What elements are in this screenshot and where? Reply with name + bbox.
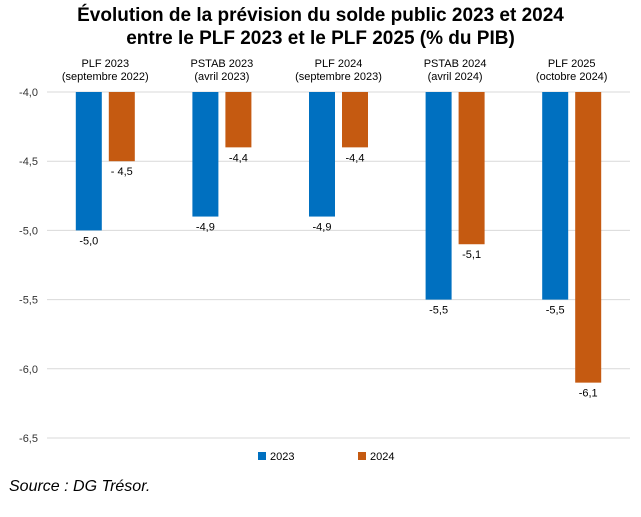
category-sublabel: (avril 2023) — [194, 71, 249, 83]
bar-2024 — [225, 92, 252, 148]
legend-swatch-2023 — [258, 452, 266, 460]
category-sublabel: (septembre 2022) — [62, 71, 149, 83]
legend-label: 2023 — [270, 451, 294, 463]
data-label: -5,1 — [462, 249, 481, 261]
bar-2023 — [425, 92, 452, 300]
y-tick-label: -6,5 — [19, 433, 38, 445]
category-label: PSTAB 2023 — [191, 58, 254, 70]
category-sublabel: (septembre 2023) — [295, 71, 382, 83]
y-tick-label: -6,0 — [19, 364, 38, 376]
y-tick-label: -5,5 — [19, 295, 38, 307]
data-label: -4,4 — [229, 152, 248, 164]
chart-title-line1: Évolution de la prévision du solde publi… — [77, 5, 564, 26]
bar-2023 — [309, 92, 335, 217]
y-tick-label: -4,0 — [19, 87, 38, 99]
category-label: PLF 2023 — [81, 58, 129, 70]
bar-2024 — [342, 92, 368, 148]
legend-label: 2024 — [370, 451, 394, 463]
chart-title-line2: entre le PLF 2023 et le PLF 2025 (% du P… — [126, 28, 515, 49]
category-sublabel: (octobre 2024) — [536, 71, 608, 83]
bar-2024 — [575, 92, 602, 383]
category-label: PLF 2024 — [315, 58, 363, 70]
source-note: Source : DG Trésor. — [9, 478, 151, 495]
data-label: -5,5 — [429, 305, 448, 317]
data-label: -6,1 — [579, 388, 598, 400]
data-label: - 4,5 — [111, 166, 133, 178]
legend-swatch-2024 — [358, 452, 366, 460]
bar-2023 — [75, 92, 102, 231]
category-label: PLF 2025 — [548, 58, 596, 70]
bar-2024 — [108, 92, 135, 162]
category-sublabel: (avril 2024) — [428, 71, 483, 83]
bar-2023 — [192, 92, 219, 217]
chart-title: Évolution de la prévision du solde publi… — [0, 4, 641, 50]
category-label: PSTAB 2024 — [424, 58, 487, 70]
data-label: -5,0 — [79, 235, 98, 247]
bar-2023 — [542, 92, 569, 300]
data-label: -4,9 — [313, 222, 332, 234]
data-label: -4,9 — [196, 222, 215, 234]
data-label: -5,5 — [546, 305, 565, 317]
data-label: -4,4 — [346, 152, 365, 164]
y-tick-label: -4,5 — [19, 156, 38, 168]
y-tick-label: -5,0 — [19, 225, 38, 237]
bar-2024 — [458, 92, 485, 245]
